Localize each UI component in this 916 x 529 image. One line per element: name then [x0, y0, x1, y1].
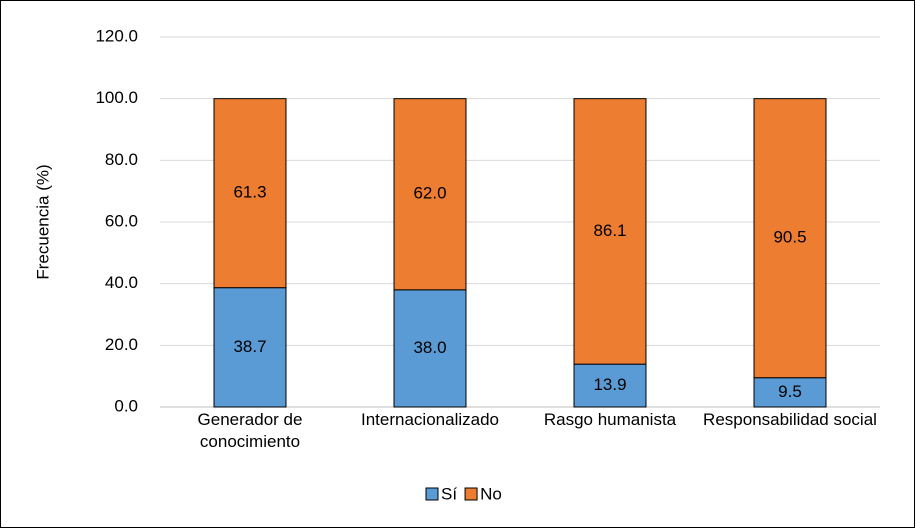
legend-swatch [425, 487, 439, 501]
value-label: 86.1 [593, 221, 626, 240]
value-label: 13.9 [593, 375, 626, 394]
y-tick-label: 20.0 [105, 335, 138, 354]
value-label: 38.7 [233, 337, 266, 356]
bar-segment [393, 98, 467, 291]
legend-label: No [480, 484, 502, 503]
legend-label: Sí [441, 484, 457, 503]
y-tick-label: 40.0 [105, 273, 138, 292]
y-tick-label: 60.0 [105, 211, 138, 230]
bar-segment [213, 287, 287, 408]
bar-segment [753, 98, 827, 379]
bar-segment [393, 289, 467, 408]
x-tick-label: Generador de conocimiento [197, 410, 303, 451]
x-tick-label: Rasgo humanista [543, 410, 677, 429]
value-label: 90.5 [773, 228, 806, 247]
value-label: 38.0 [413, 338, 446, 357]
y-tick-label: 80.0 [105, 150, 138, 169]
y-tick-label: 120.0 [95, 26, 138, 45]
bar-segment [573, 98, 647, 365]
x-tick-label: Internacionalizado [361, 410, 499, 429]
bar-segment [213, 98, 287, 289]
bar-segment [753, 377, 827, 408]
legend-swatch [464, 487, 478, 501]
y-tick-label: 0.0 [114, 396, 138, 415]
y-tick-label: 100.0 [95, 88, 138, 107]
value-label: 9.5 [778, 382, 802, 401]
value-label: 62.0 [413, 184, 446, 203]
x-tick-label: Responsabilidad social [703, 410, 877, 429]
y-axis-label: Frecuencia (%) [33, 164, 52, 279]
value-label: 61.3 [233, 183, 266, 202]
